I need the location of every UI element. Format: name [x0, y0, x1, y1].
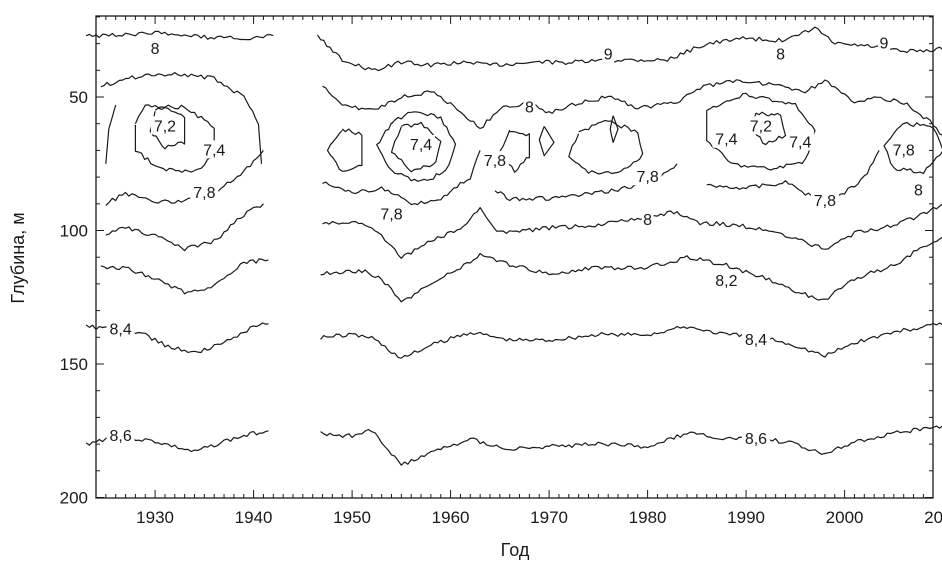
contour-label-bg — [480, 151, 509, 170]
contour-line-23 — [149, 107, 186, 150]
x-tick-label: 1950 — [333, 508, 371, 527]
contour-label-8: 7,8 — [636, 169, 658, 186]
contour-line-28 — [317, 26, 942, 72]
y-tick-label: 150 — [60, 355, 88, 374]
contour-label-bg — [633, 167, 662, 186]
contour-line-5 — [320, 236, 942, 303]
contour-line-16 — [538, 126, 555, 157]
contour-label-bg — [200, 140, 229, 159]
contour-label-bg — [810, 191, 839, 210]
contour-label-4: 7,4 — [410, 137, 432, 154]
contour-label-bg — [712, 129, 741, 148]
contour-label-bg — [774, 44, 787, 63]
y-tick-label: 100 — [60, 222, 88, 241]
contour-label-1: 7,2 — [154, 118, 176, 135]
contour-line-9 — [322, 150, 481, 206]
contour-label-7: 9 — [604, 46, 613, 63]
contour-label-15: 7,8 — [814, 193, 836, 210]
contour-line-11 — [706, 150, 880, 200]
contour-label-bg — [712, 271, 741, 290]
contour-label-bg — [106, 426, 135, 445]
contour-line-12 — [376, 111, 457, 182]
contour-label-bg — [741, 428, 770, 447]
contour-line-20 — [134, 104, 215, 173]
contour-label-bg — [878, 33, 890, 52]
contour-label-14: 7,4 — [789, 134, 811, 151]
contour-line-18 — [883, 121, 942, 175]
contour-label-bg — [602, 44, 615, 63]
x-tick-label: 1990 — [727, 508, 765, 527]
x-tick-label: 1960 — [432, 508, 470, 527]
contour-line-21 — [390, 121, 442, 173]
contour-label-19: 8,2 — [715, 273, 737, 290]
contour-label-bg — [190, 183, 219, 202]
x-axis-title: Год — [501, 540, 530, 560]
contour-label-bg — [523, 97, 536, 116]
contour-line-4 — [100, 258, 269, 295]
plot-frame — [95, 15, 934, 499]
contour-label-21: 8,4 — [745, 332, 767, 349]
x-tick-label: 2010 — [924, 508, 942, 527]
contour-label-17: 7,8 — [893, 142, 915, 159]
contour-label-5: 7,8 — [484, 153, 506, 170]
contour-label-bg — [786, 132, 815, 151]
contour-label-bg — [377, 204, 406, 223]
x-tick-label: 1930 — [136, 508, 174, 527]
contour-label-2: 7,4 — [203, 142, 225, 159]
contour-line-24 — [750, 111, 787, 146]
contour-label-bg — [746, 116, 775, 135]
contour-line-17 — [609, 115, 619, 143]
contour-label-bg — [150, 116, 179, 135]
contour-line-26 — [322, 79, 942, 136]
x-axis: 1930 1940 1950 1960 1970 1980 1990 2000 2010 — [95, 16, 942, 527]
contour-label-23: 8,6 — [745, 431, 767, 448]
contour-label-22: 8,6 — [110, 428, 132, 445]
contour-label-bg — [106, 319, 135, 338]
contour-label-bg — [912, 180, 925, 199]
x-tick-label: 1940 — [235, 508, 273, 527]
contour-label-3: 7,8 — [193, 185, 215, 202]
contour-labels-group: 8 7,2 7,4 7,8 7,4 7,8 8 9 7,8 7,8 8 7,4 8 7,2 7,4 7,8 9 7… — [106, 33, 925, 448]
y-axis-title: Глубина, м — [8, 212, 28, 303]
contour-line-25 — [100, 72, 263, 164]
contour-line-15 — [326, 128, 363, 172]
y-axis: 50 100 150 200 — [60, 16, 933, 508]
y-tick-label: 50 — [69, 88, 88, 107]
contour-label-9: 7,8 — [380, 206, 402, 223]
contour-label-bg — [641, 209, 654, 228]
contour-label-bg — [407, 135, 436, 154]
contour-label-11: 7,4 — [715, 132, 737, 149]
contour-label-10: 8 — [643, 212, 652, 229]
contour-label-6: 8 — [525, 100, 534, 117]
contour-label-0: 8 — [151, 41, 160, 58]
x-tick-label: 2000 — [826, 508, 864, 527]
contour-line-6 — [105, 203, 264, 252]
contour-label-18: 8 — [914, 182, 923, 199]
x-tick-label: 1980 — [629, 508, 667, 527]
contour-lines-group — [85, 26, 942, 466]
contour-label-12: 8 — [776, 46, 785, 63]
contour-label-bg — [741, 329, 770, 348]
contour-line-7 — [322, 203, 942, 259]
contour-label-bg — [889, 140, 918, 159]
contour-line-8 — [105, 150, 264, 206]
x-tick-label: 1970 — [530, 508, 568, 527]
contour-line-19 — [105, 104, 117, 164]
contour-line-14 — [568, 119, 644, 175]
contour-label-bg — [149, 38, 162, 57]
contour-label-16: 9 — [880, 36, 889, 53]
contour-line-3 — [320, 322, 942, 359]
contour-label-20: 8,4 — [110, 321, 132, 338]
contour-line-1 — [320, 425, 942, 466]
y-tick-label: 200 — [60, 489, 88, 508]
contour-line-27 — [85, 30, 274, 41]
contour-label-13: 7,2 — [750, 118, 772, 135]
